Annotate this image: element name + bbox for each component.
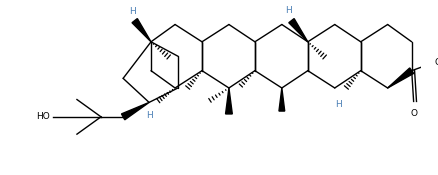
Polygon shape xyxy=(132,19,151,42)
Text: H: H xyxy=(146,111,152,120)
Text: HO: HO xyxy=(36,112,50,121)
Text: O: O xyxy=(435,58,438,68)
Polygon shape xyxy=(388,68,413,88)
Polygon shape xyxy=(226,88,232,114)
Text: H: H xyxy=(285,6,292,15)
Polygon shape xyxy=(279,88,285,111)
Text: H: H xyxy=(335,100,342,108)
Polygon shape xyxy=(289,19,308,42)
Text: H: H xyxy=(129,7,136,16)
Polygon shape xyxy=(121,102,149,120)
Text: O: O xyxy=(410,109,417,118)
